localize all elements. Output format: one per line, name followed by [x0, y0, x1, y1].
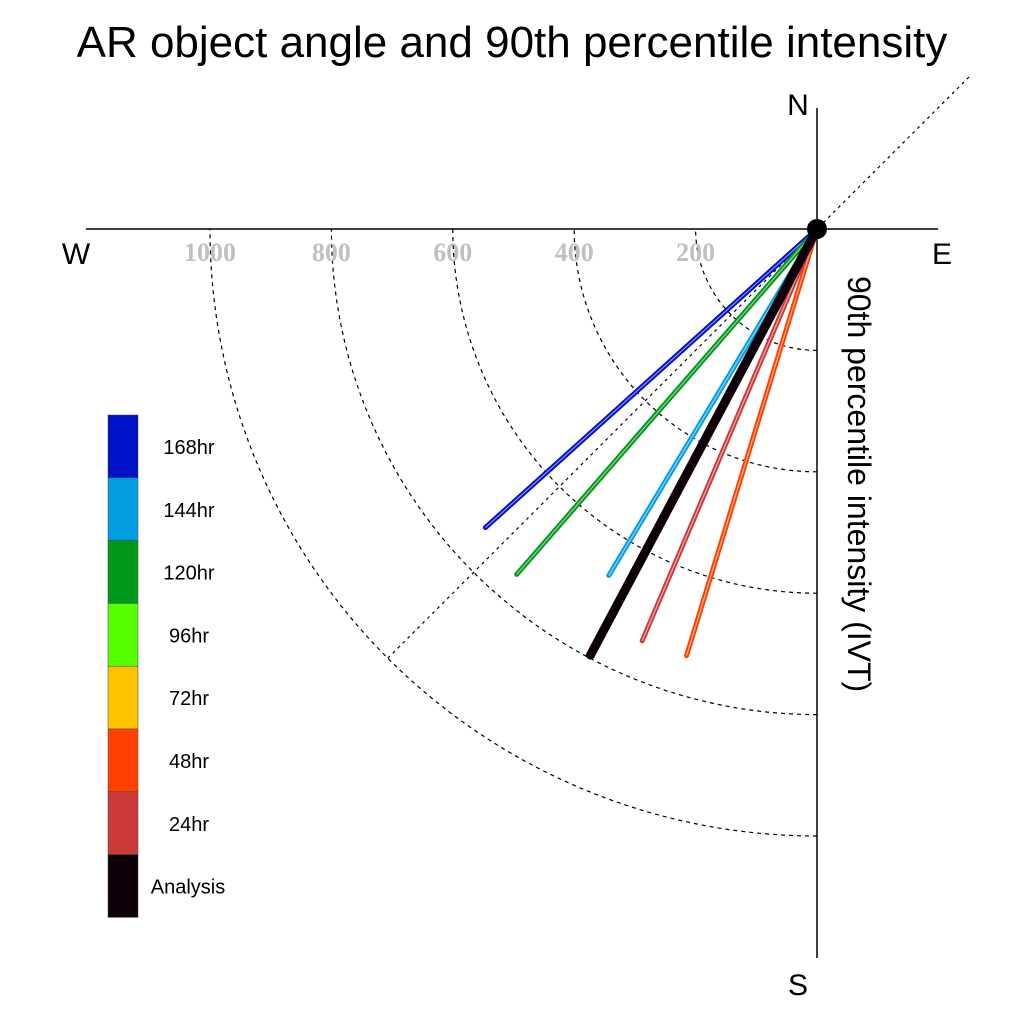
legend-label: 72hr	[169, 688, 209, 710]
legend: 168hr 144hr 120hr 96hr 72hr 48hr 24hr Analysis	[107, 414, 225, 918]
y-axis-label: 90th percentile intensity (IVT)	[841, 276, 877, 692]
west-label: W	[62, 238, 91, 271]
chart-title: AR object angle and 90th percentile inte…	[77, 18, 948, 67]
south-label: S	[788, 969, 808, 1002]
north-label: N	[787, 89, 809, 122]
legend-swatch-168hr	[107, 414, 139, 479]
vector-48hr-highlight	[685, 228, 818, 656]
legend-swatch-analysis	[107, 854, 139, 918]
legend-swatch-72hr	[107, 665, 139, 730]
diagonal-guide	[387, 76, 970, 659]
legend-swatch-24hr	[107, 791, 139, 855]
range-ring-5	[209, 228, 818, 837]
legend-label: 120hr	[163, 563, 214, 585]
legend-swatch-144hr	[107, 477, 139, 541]
vector-analysis	[585, 224, 822, 660]
legend-swatch-48hr	[107, 728, 139, 793]
legend-swatch-120hr	[107, 540, 139, 604]
origin-marker	[807, 219, 827, 239]
vector-24hr-highlight	[641, 228, 818, 642]
legend-label: 96hr	[169, 625, 209, 647]
radial-tick-label: 200	[676, 238, 715, 267]
radial-tick-label: 800	[312, 238, 351, 267]
radial-tick-labels: 200 400 600 800 1000	[184, 238, 715, 267]
range-ring-4	[330, 228, 818, 716]
legend-label: 24hr	[169, 814, 209, 836]
east-label: E	[932, 238, 952, 271]
grid	[209, 76, 970, 837]
legend-swatch-96hr	[107, 603, 139, 667]
legend-label: 168hr	[163, 437, 214, 459]
series-vectors	[482, 224, 822, 660]
vector-120hr-highlight	[516, 228, 818, 575]
radial-tick-label: 1000	[184, 238, 236, 267]
range-ring-1	[695, 228, 818, 351]
radial-tick-label: 400	[555, 238, 594, 267]
legend-label: 48hr	[169, 751, 209, 773]
compass-axes	[86, 108, 938, 958]
radial-tick-label: 600	[433, 238, 472, 267]
vector-168hr-highlight	[485, 228, 818, 528]
legend-label: 144hr	[163, 500, 214, 522]
legend-label: Analysis	[151, 877, 225, 899]
